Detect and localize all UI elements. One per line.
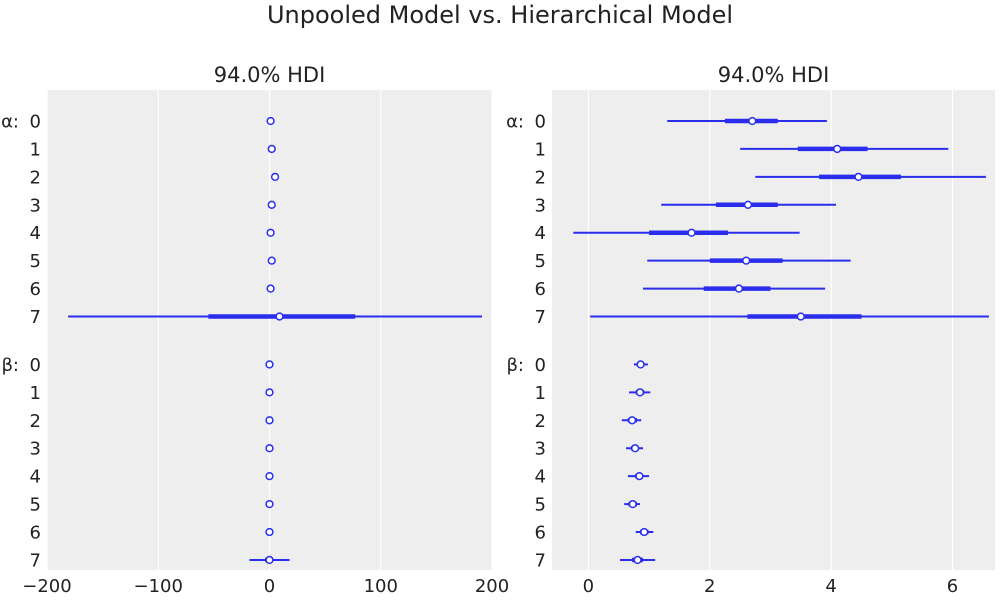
mean-point <box>265 527 274 537</box>
y-tick-label: 1 <box>535 383 546 404</box>
x-tick-label: 6 <box>947 576 958 597</box>
x-gridlines <box>46 90 493 570</box>
x-tick-label: 0 <box>264 576 275 597</box>
mean-point <box>640 527 649 537</box>
hierarchical-model-panel: 94.0% HDI 0 α: 1 2 3 4 5 6 7 0 β: 1 2 3 4 5 6 7 0 2 4 6 <box>506 63 995 597</box>
mean-point <box>266 228 275 237</box>
mean-point <box>633 555 642 565</box>
y-tick-label: 1 <box>30 139 41 160</box>
y-tick-label: 0 <box>30 355 41 376</box>
mean-point <box>833 144 842 154</box>
x-tick-label: 200 <box>475 576 509 597</box>
interval-marks <box>68 116 482 565</box>
x-tick-label: 2 <box>704 576 715 597</box>
mean-point <box>265 555 274 565</box>
mean-point <box>748 116 757 126</box>
mean-point <box>635 472 644 481</box>
y-tick-label: 4 <box>535 223 546 244</box>
y-tick-label: 2 <box>30 167 41 188</box>
mean-point <box>627 416 637 425</box>
x-gridlines <box>587 90 954 570</box>
mean-point <box>635 388 645 397</box>
x-tick-labels: −200 −100 0 100 200 <box>22 576 509 597</box>
y-tick-label: 1 <box>535 139 546 160</box>
mean-point <box>275 312 284 321</box>
mean-point <box>266 284 275 293</box>
y-tick-label: 5 <box>535 251 546 272</box>
mean-point <box>266 116 275 126</box>
y-tick-label: 2 <box>30 411 41 432</box>
x-tick-label: 100 <box>364 576 398 597</box>
mean-point <box>630 444 640 453</box>
panel-title: 94.0% HDI <box>718 63 830 87</box>
y-tick-label: 2 <box>535 167 546 188</box>
mean-point <box>267 256 276 265</box>
y-tick-label: 3 <box>535 439 546 460</box>
parameter-label: α: <box>506 112 524 133</box>
mean-point <box>267 144 276 154</box>
parameter-label: β: <box>506 355 524 376</box>
y-tick-label: 7 <box>30 307 41 328</box>
mean-point <box>270 172 280 182</box>
y-tick-label: 2 <box>535 411 546 432</box>
mean-point <box>265 360 274 369</box>
y-tick-labels: 0 α: 1 2 3 4 5 6 7 0 β: 1 2 3 4 5 6 7 <box>506 112 546 572</box>
x-tick-label: 0 <box>583 576 594 597</box>
y-tick-label: 6 <box>535 523 546 544</box>
mean-point <box>854 172 863 182</box>
y-tick-label: 4 <box>535 467 546 488</box>
unpooled-model-panel: 94.0% HDI 0 α: 1 2 3 4 5 6 7 0 β: 1 2 3 4 5 6 7 −200 −100 0… <box>1 63 509 597</box>
y-tick-label: 0 <box>535 112 546 133</box>
mean-point <box>743 200 753 209</box>
y-tick-label: 4 <box>30 223 41 244</box>
x-tick-label: 4 <box>825 576 836 597</box>
x-tick-label: −100 <box>134 576 183 597</box>
y-tick-label: 3 <box>535 195 546 216</box>
x-tick-labels: 0 2 4 6 <box>583 576 959 597</box>
y-tick-label: 4 <box>30 467 41 488</box>
panel-title: 94.0% HDI <box>214 63 326 87</box>
parameter-label: α: <box>1 112 19 133</box>
mean-point <box>687 228 696 237</box>
plot-area <box>552 90 995 570</box>
y-tick-label: 3 <box>30 439 41 460</box>
y-tick-label: 5 <box>30 251 41 272</box>
y-tick-label: 7 <box>535 550 546 571</box>
y-tick-label: 6 <box>535 279 546 300</box>
y-tick-label: 1 <box>30 383 41 404</box>
y-tick-label: 0 <box>535 355 546 376</box>
y-tick-label: 6 <box>30 523 41 544</box>
x-tick-label: −200 <box>22 576 71 597</box>
y-tick-label: 7 <box>535 307 546 328</box>
mean-point <box>267 200 276 209</box>
interval-marks <box>573 116 989 565</box>
mean-point <box>265 416 274 425</box>
mean-point <box>796 312 805 321</box>
mean-point <box>265 499 274 509</box>
figure-title: Unpooled Model vs. Hierarchical Model <box>266 1 734 29</box>
mean-point <box>742 256 751 265</box>
mean-point <box>265 472 274 481</box>
mean-point <box>628 499 637 509</box>
mean-point <box>265 444 274 453</box>
y-tick-label: 6 <box>30 279 41 300</box>
mean-point <box>734 284 744 293</box>
y-tick-label: 7 <box>30 550 41 571</box>
y-tick-label: 5 <box>535 495 546 516</box>
y-tick-labels: 0 α: 1 2 3 4 5 6 7 0 β: 1 2 3 4 5 6 7 <box>1 112 41 572</box>
mean-point <box>636 360 645 369</box>
y-tick-label: 3 <box>30 195 41 216</box>
y-tick-label: 0 <box>30 112 41 133</box>
parameter-label: β: <box>1 355 19 376</box>
mean-point <box>265 388 274 397</box>
y-tick-label: 5 <box>30 495 41 516</box>
